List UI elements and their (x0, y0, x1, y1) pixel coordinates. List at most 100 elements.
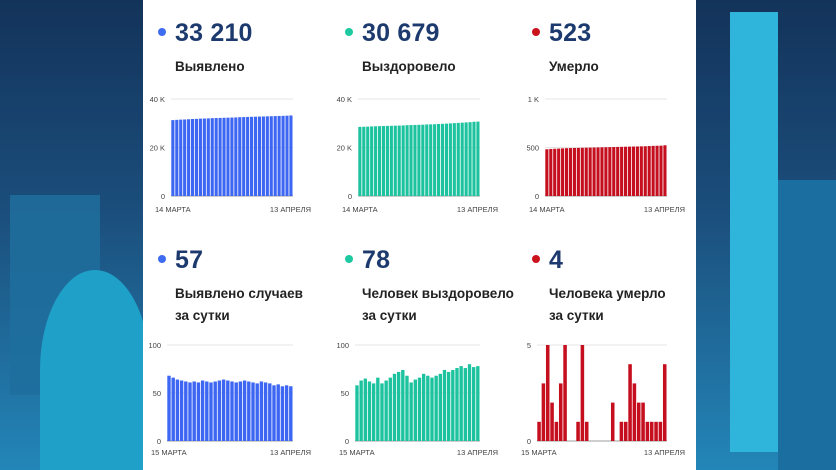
bar (409, 382, 413, 441)
bar (554, 421, 559, 441)
bar (467, 364, 472, 441)
bar (376, 377, 380, 441)
bar (464, 122, 468, 196)
bar (392, 373, 397, 441)
bar (358, 126, 362, 196)
background-right (696, 0, 836, 470)
background-block (778, 180, 836, 470)
bar (384, 380, 388, 441)
bar (184, 381, 188, 441)
card-value: 57 (175, 246, 204, 274)
x-tick-label-end: 13 АПРЕЛЯ (644, 448, 685, 457)
bar (442, 369, 447, 441)
bar (654, 421, 658, 441)
bar (476, 121, 480, 196)
bar (636, 402, 641, 441)
bar (580, 345, 585, 441)
bar (537, 421, 541, 441)
card-deaths: 523 Умерло (529, 19, 689, 219)
bar (592, 147, 596, 196)
bar (564, 148, 569, 196)
y-tick-label: 40 K (150, 95, 165, 104)
bar (662, 364, 667, 441)
bar (663, 145, 667, 196)
x-tick-label-end: 13 АПРЕЛЯ (270, 205, 311, 214)
bar (472, 121, 476, 196)
y-tick-label: 1 K (528, 95, 539, 104)
bar (647, 146, 651, 196)
bar (272, 385, 276, 441)
bar (200, 380, 205, 441)
y-tick-label: 20 K (337, 144, 352, 153)
card-label: Выявлено (175, 59, 245, 74)
bar (631, 146, 636, 196)
bar (409, 125, 413, 196)
bar (194, 118, 199, 196)
bar (401, 125, 405, 196)
x-tick-label-start: 15 МАРТА (339, 448, 375, 457)
bar (263, 382, 268, 441)
bar (257, 116, 262, 196)
x-tick-label-end: 13 АПРЕЛЯ (457, 448, 498, 457)
bar (632, 383, 637, 441)
y-tick-label: 20 K (150, 144, 165, 153)
series-dot (345, 28, 353, 36)
y-tick-label: 0 (157, 437, 161, 446)
y-tick-label: 50 (153, 389, 161, 398)
bar (242, 117, 246, 196)
card-value: 78 (362, 246, 391, 274)
card-label: Человек выздоровело за сутки (362, 286, 514, 323)
bar (639, 146, 643, 196)
y-tick-label: 0 (348, 192, 352, 201)
bar (456, 122, 460, 196)
bar (645, 421, 650, 441)
bar (616, 146, 620, 196)
bar (545, 345, 550, 441)
bar (187, 119, 191, 196)
bar (238, 381, 243, 441)
card-recovered: 30 679 Выздоровело (342, 19, 502, 219)
x-tick-label-start: 15 МАРТА (521, 448, 557, 457)
y-tick-label: 0 (161, 192, 165, 201)
bar (234, 382, 238, 441)
bar (213, 381, 217, 441)
bar (230, 117, 234, 196)
bar (649, 421, 654, 441)
bar (658, 421, 663, 441)
bar (238, 117, 242, 196)
bar (651, 145, 655, 196)
bar (277, 115, 281, 196)
bar (558, 383, 563, 441)
bar (468, 122, 472, 196)
bar (635, 146, 639, 196)
bar (584, 147, 588, 196)
bar (563, 345, 567, 441)
bar (289, 386, 293, 441)
bar (265, 116, 269, 196)
bar (366, 126, 370, 196)
bar (413, 124, 417, 196)
bar (209, 382, 213, 441)
bar (619, 421, 624, 441)
y-tick-label: 100 (148, 341, 161, 350)
bar (259, 381, 264, 441)
bar (448, 123, 452, 196)
bar (417, 377, 422, 441)
bar (281, 115, 285, 196)
bar (405, 125, 409, 196)
bar (396, 371, 401, 441)
bar (572, 147, 576, 196)
bar (385, 125, 389, 196)
bar (190, 119, 195, 196)
bar (234, 117, 238, 196)
y-tick-label: 0 (527, 437, 531, 446)
x-tick-label-start: 14 МАРТА (529, 205, 565, 214)
bar (659, 145, 663, 196)
bar (413, 379, 417, 441)
bar (612, 147, 616, 196)
bar (610, 402, 615, 441)
bar (421, 124, 425, 196)
bar (471, 367, 476, 441)
bar (247, 381, 251, 441)
